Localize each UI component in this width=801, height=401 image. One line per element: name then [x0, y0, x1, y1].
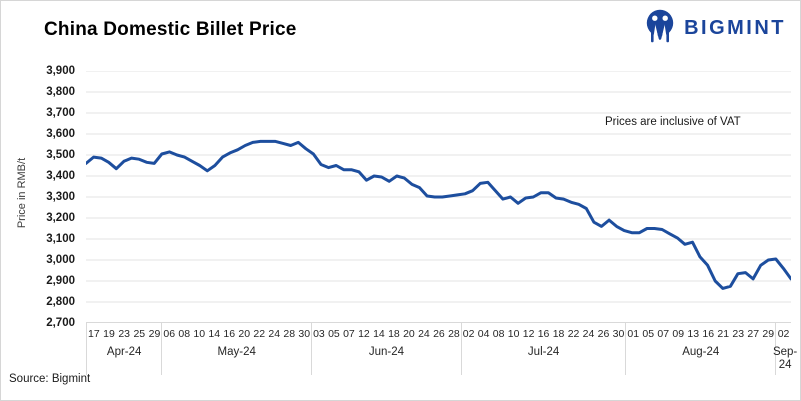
x-tick-label: 06: [163, 328, 176, 340]
day-tick-row: 06 08 10 14 16 20 22 24 28 30: [162, 323, 311, 340]
x-tick-label: 26: [597, 328, 610, 340]
day-tick-row: 03 05 07 12 14 18 20 24 26 28: [312, 323, 461, 340]
y-tick-label: 2,800: [46, 296, 75, 308]
x-tick-label: 16: [702, 328, 715, 340]
x-tick-label: 16: [537, 328, 550, 340]
x-tick-label: 29: [148, 328, 161, 340]
x-tick-label: 18: [388, 328, 400, 340]
bigmint-logo-icon: [643, 9, 677, 47]
month-group-apr-24: 17 19 23 25 29 Apr-24: [86, 323, 161, 375]
price-series-line: [84, 139, 793, 290]
x-tick-label: 19: [103, 328, 115, 340]
x-tick-label: 01: [627, 328, 640, 340]
y-tick-label: 3,300: [46, 191, 75, 203]
x-tick-label: 30: [612, 328, 625, 340]
y-tick-label: 3,600: [46, 128, 75, 140]
x-tick-label: 16: [223, 328, 236, 340]
x-tick-label: 14: [208, 328, 221, 340]
x-tick-label: 07: [657, 328, 670, 340]
vat-annotation: Prices are inclusive of VAT: [605, 116, 741, 128]
y-tick-label: 3,100: [46, 233, 75, 245]
x-tick-label: 09: [672, 328, 685, 340]
month-group-aug-24: 01 05 07 09 13 16 21 23 27 29 Aug-24: [625, 323, 775, 375]
month-label: Aug-24: [682, 346, 720, 358]
x-tick-label: 13: [687, 328, 700, 340]
x-tick-label: 24: [582, 328, 595, 340]
month-group-jun-24: 03 05 07 12 14 18 20 24 26 28 Jun-24: [311, 323, 461, 375]
x-tick-label: 27: [747, 328, 760, 340]
price-line-chart: [84, 70, 793, 324]
y-tick-label: 3,800: [46, 86, 75, 98]
month-label: Jun-24: [368, 346, 405, 358]
x-tick-label: 21: [717, 328, 730, 340]
x-tick-label: 23: [118, 328, 130, 340]
x-tick-label: 03: [313, 328, 325, 340]
x-tick-label: 12: [358, 328, 370, 340]
y-tick-label: 3,900: [46, 65, 75, 77]
x-tick-label: 25: [133, 328, 146, 340]
month-group-jul-24: 02 04 08 10 12 16 18 22 24 26 30 Jul-24: [460, 323, 626, 375]
y-tick-label: 3,500: [46, 149, 75, 161]
x-tick-label: 05: [328, 328, 340, 340]
day-tick-row: 01 05 07 09 13 16 21 23 27 29: [626, 323, 775, 340]
day-tick-row: 17 19 23 25 29: [87, 323, 161, 340]
day-tick-row: 02 04 08 10 12 16 18 22 24 26 30: [462, 323, 626, 340]
x-tick-label: 07: [343, 328, 355, 340]
x-tick-label: 05: [642, 328, 655, 340]
x-tick-label: 08: [492, 328, 505, 340]
plot-area: [84, 70, 793, 324]
day-tick-row: 02: [776, 323, 791, 340]
y-tick-label: 3,400: [46, 170, 75, 182]
month-label: Jul-24: [527, 346, 560, 358]
x-tick-label: 26: [433, 328, 445, 340]
month-label: May-24: [217, 346, 256, 358]
x-tick-label: 20: [403, 328, 415, 340]
x-tick-label: 08: [178, 328, 191, 340]
x-tick-label: 28: [448, 328, 460, 340]
month-group-may-24: 06 08 10 14 16 20 22 24 28 30 May-24: [161, 323, 311, 375]
y-tick-label: 3,200: [46, 212, 75, 224]
x-tick-label: 23: [732, 328, 745, 340]
x-tick-label: 10: [193, 328, 206, 340]
x-tick-label: 28: [283, 328, 296, 340]
x-tick-label: 24: [268, 328, 281, 340]
y-axis-tick-labels: 3,900 3,800 3,700 3,600 3,500 3,400 3,300 3,200…: [1, 1, 75, 400]
x-tick-label: 22: [253, 328, 266, 340]
x-tick-label: 02: [777, 328, 790, 340]
bigmint-logo: BIGMINT: [643, 9, 786, 47]
x-tick-label: 02: [462, 328, 475, 340]
source-note: Source: Bigmint: [9, 373, 91, 385]
x-tick-label: 10: [507, 328, 520, 340]
x-tick-label: 20: [238, 328, 251, 340]
x-tick-label: 12: [522, 328, 535, 340]
page-title: China Domestic Billet Price: [44, 19, 297, 40]
x-tick-label: 22: [567, 328, 580, 340]
x-tick-label: 24: [418, 328, 430, 340]
y-tick-label: 3,000: [46, 254, 75, 266]
x-tick-label: 14: [373, 328, 385, 340]
x-tick-label: 18: [552, 328, 565, 340]
x-tick-label: 30: [298, 328, 311, 340]
month-group-sep-24: 02 Sep-24: [773, 323, 797, 375]
y-tick-label: 3,700: [46, 107, 75, 119]
y-tick-label: 2,700: [46, 317, 75, 329]
month-label: Sep-24: [772, 346, 798, 372]
y-tick-label: 2,900: [46, 275, 75, 287]
x-tick-label: 29: [762, 328, 775, 340]
x-tick-label: 17: [88, 328, 100, 340]
x-axis: 17 19 23 25 29 Apr-24 06 08 10 14 16 20 22 24 28 30 May-…: [86, 323, 797, 375]
bigmint-logo-text: BIGMINT: [684, 16, 786, 39]
x-tick-label: 04: [477, 328, 490, 340]
month-label: Apr-24: [106, 346, 142, 358]
